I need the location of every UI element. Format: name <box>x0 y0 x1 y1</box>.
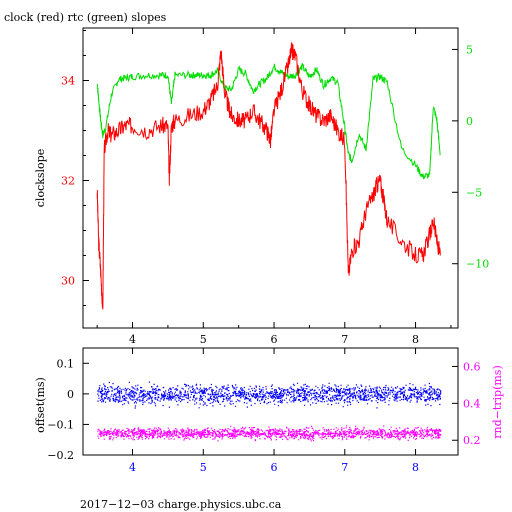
top-x-tick-label: 8 <box>412 333 419 346</box>
bottom-plot-frame <box>82 347 459 456</box>
clock-slope-line <box>96 42 441 310</box>
bottom-x-tick-label: 5 <box>200 461 207 474</box>
bottom-x-tick-label: 4 <box>129 461 136 474</box>
bottom-x-tick-label: 7 <box>341 461 348 474</box>
bottom-y2-tick-label: 0.6 <box>463 360 481 373</box>
bottom-y-tick-label: 0.1 <box>57 357 75 370</box>
bottom-plot: 4 5 6 7 8 0.1 0 −0.1 −0.2 0.6 0.4 0.2 <box>47 347 481 474</box>
top-plot-frame <box>82 27 459 329</box>
top-y-tick-label: 34 <box>61 75 75 88</box>
top-plot: 4 5 6 7 8 30 32 34 5 0 −5 −10 <box>61 27 489 346</box>
bottom-x-tick-label: 8 <box>412 461 419 474</box>
bottom-y2-axis-label: rnd−trip(ms) <box>491 365 504 439</box>
offset-points <box>97 381 442 409</box>
footer-caption: 2017−12−03 charge.physics.ubc.ca <box>80 498 282 511</box>
top-y-axis-label: clockslope <box>34 149 47 207</box>
bottom-x-tick-label: 6 <box>271 461 278 474</box>
top-x-tick-label: 7 <box>341 333 348 346</box>
top-y2-tick-label: −10 <box>466 258 489 271</box>
top-y2-tick-label: −5 <box>466 186 482 199</box>
top-x-tick-label: 4 <box>129 333 136 346</box>
top-y2-tick-label: 0 <box>466 115 473 128</box>
top-x-tick-label: 5 <box>200 333 207 346</box>
top-y-tick-label: 30 <box>61 275 75 288</box>
roundtrip-points <box>97 425 442 442</box>
top-y-tick-label: 32 <box>61 175 75 188</box>
top-chart-title: clock (red) rtc (green) slopes <box>4 11 167 24</box>
top-y2-tick-label: 5 <box>466 43 473 56</box>
bottom-y-tick-label: 0 <box>67 388 74 401</box>
bottom-y2-tick-label: 0.4 <box>463 397 481 410</box>
rtc-slope-line <box>96 63 441 180</box>
bottom-y-axis-label: offset(ms) <box>34 377 47 433</box>
bottom-y-tick-label: −0.2 <box>47 449 74 462</box>
bottom-y2-tick-label: 0.2 <box>463 434 481 447</box>
bottom-y-tick-label: −0.1 <box>47 418 74 431</box>
top-x-tick-label: 6 <box>271 333 278 346</box>
